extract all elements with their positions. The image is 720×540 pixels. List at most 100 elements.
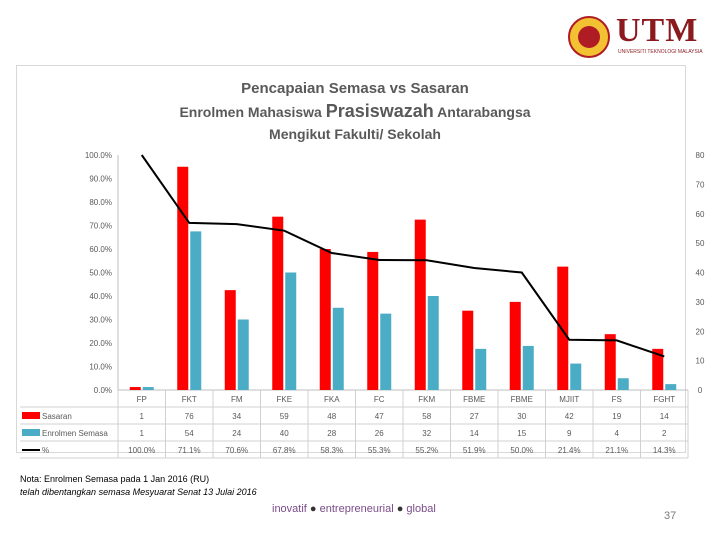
table-value: 76	[185, 412, 194, 421]
table-value: 30	[517, 412, 526, 421]
y-right-tick-label: 30	[696, 298, 705, 307]
bar-enrolmen-semasa	[237, 319, 249, 390]
legend-label-sasaran: Sasaran	[42, 412, 72, 421]
table-value: 1	[140, 412, 145, 421]
y-left-tick-label: 60.0%	[89, 245, 112, 254]
bar-sasaran	[129, 387, 141, 390]
x-tick-label: FGHT	[653, 395, 675, 404]
table-value: 67.8%	[273, 446, 296, 455]
logo-wordmark: UTM	[616, 12, 699, 49]
footer-tagline: inovatif ● entrepreneurial ● global	[272, 503, 436, 515]
y-right-tick-label: 0	[698, 386, 703, 395]
bar-enrolmen-semasa	[475, 348, 487, 390]
chart-title-line3: Mengikut Fakulti/ Sekolah	[269, 126, 441, 142]
table-value: 24	[232, 429, 241, 438]
table-value: 2	[662, 429, 667, 438]
bar-enrolmen-semasa	[285, 272, 297, 390]
table-value: 15	[517, 429, 526, 438]
y-left-tick-label: 90.0%	[89, 175, 112, 184]
y-right-tick-label: 60	[696, 210, 705, 219]
table-value: 19	[612, 412, 621, 421]
legend-key-enrolmen-semasa	[22, 429, 40, 436]
table-value: 59	[280, 412, 289, 421]
y-right-tick-label: 10	[696, 357, 705, 366]
table-value: 26	[375, 429, 384, 438]
bar-sasaran	[319, 249, 331, 390]
table-value: 21.4%	[558, 446, 581, 455]
bar-enrolmen-semasa	[427, 296, 439, 390]
logo-subtitle: UNIVERSITI TEKNOLOGI MALAYSIA	[618, 49, 703, 55]
table-value: 9	[567, 429, 572, 438]
table-value: 42	[565, 412, 574, 421]
legend-label-enrolmen-semasa: Enrolmen Semasa	[42, 429, 108, 438]
table-value: 14	[660, 412, 669, 421]
table-value: 14	[470, 429, 479, 438]
y-right-tick-label: 80	[696, 151, 705, 160]
y-right-tick-label: 70	[696, 180, 705, 189]
bar-sasaran	[224, 290, 236, 390]
x-tick-label: FM	[231, 395, 243, 404]
bar-enrolmen-semasa	[570, 363, 582, 390]
chart-title-line2: Enrolmen Mahasiswa Prasiswazah Antaraban…	[179, 101, 531, 121]
table-value: 50.0%	[510, 446, 533, 455]
legend-key-sasaran	[22, 412, 40, 419]
table-value: 14.3%	[653, 446, 676, 455]
note-line1: Nota: Enrolmen Semasa pada 1 Jan 2016 (R…	[20, 474, 210, 484]
bar-sasaran	[462, 310, 474, 390]
table-value: 40	[280, 429, 289, 438]
utm-seal-icon	[568, 16, 610, 58]
x-tick-label: FS	[612, 395, 622, 404]
bar-enrolmen-semasa	[665, 384, 677, 390]
x-tick-label: FBME	[511, 395, 533, 404]
bar-enrolmen-semasa	[522, 345, 534, 390]
table-value: 21.1%	[605, 446, 628, 455]
bar-enrolmen-semasa	[142, 387, 154, 390]
bar-sasaran	[177, 166, 189, 390]
table-value: 1	[140, 429, 145, 438]
table-value: 58.3%	[320, 446, 343, 455]
table-value: 48	[327, 412, 336, 421]
table-value: 28	[327, 429, 336, 438]
chart-title-line1: Pencapaian Semasa vs Sasaran	[241, 80, 469, 97]
x-tick-label: FKA	[324, 395, 340, 404]
table-value: 27	[470, 412, 479, 421]
y-left-tick-label: 50.0%	[89, 269, 112, 278]
y-left-tick-label: 30.0%	[89, 316, 112, 325]
bar-enrolmen-semasa	[332, 307, 344, 390]
table-value: 100.0%	[128, 446, 155, 455]
y-right-tick-label: 40	[696, 269, 705, 278]
y-right-tick-label: 50	[696, 239, 705, 248]
bar-enrolmen-semasa	[617, 378, 629, 390]
bar-sasaran	[272, 216, 284, 390]
bar-sasaran	[509, 301, 521, 390]
utm-logo: UTM UNIVERSITI TEKNOLOGI MALAYSIA	[568, 12, 704, 60]
y-left-tick-label: 40.0%	[89, 292, 112, 301]
bar-sasaran	[367, 251, 379, 390]
table-value: 55.2%	[415, 446, 438, 455]
bar-sasaran	[414, 219, 426, 390]
x-tick-label: MJIIT	[559, 395, 579, 404]
table-value: 51.9%	[463, 446, 486, 455]
bar-enrolmen-semasa	[190, 231, 202, 390]
table-value: 55.3%	[368, 446, 391, 455]
table-value: 71.1%	[178, 446, 201, 455]
x-tick-label: FC	[374, 395, 385, 404]
bar-sasaran	[652, 348, 664, 390]
y-left-tick-label: 20.0%	[89, 339, 112, 348]
y-left-tick-label: 0.0%	[94, 386, 112, 395]
x-tick-label: FP	[137, 395, 147, 404]
x-tick-label: FKT	[182, 395, 197, 404]
table-value: 47	[375, 412, 384, 421]
legend-label-percentage: %	[42, 446, 49, 455]
x-tick-label: FKM	[418, 395, 435, 404]
y-left-tick-label: 10.0%	[89, 363, 112, 372]
y-right-tick-label: 20	[696, 327, 705, 336]
y-left-tick-label: 70.0%	[89, 222, 112, 231]
table-value: 70.6%	[225, 446, 248, 455]
bar-sasaran	[557, 266, 569, 390]
table-value: 58	[422, 412, 431, 421]
table-value: 54	[185, 429, 194, 438]
page-number: 37	[664, 510, 677, 522]
x-tick-label: FBME	[463, 395, 485, 404]
